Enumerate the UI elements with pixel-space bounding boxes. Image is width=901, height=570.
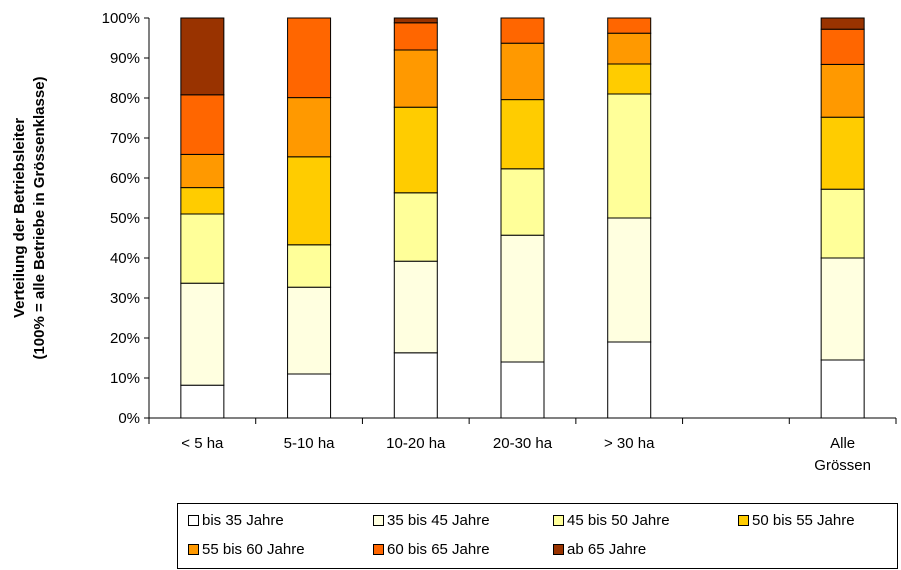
bar-segment <box>180 384 225 419</box>
legend-item: ab 65 Jahre <box>553 541 646 558</box>
x-tick-label: 5-10 ha <box>284 435 336 452</box>
bar-segment <box>500 168 545 236</box>
bar-segment <box>180 94 225 155</box>
legend-label: 60 bis 65 Jahre <box>387 541 490 558</box>
bar-segment <box>180 187 225 215</box>
legend-label: 50 bis 55 Jahre <box>752 512 855 529</box>
legend-label: 55 bis 60 Jahre <box>202 541 305 558</box>
legend-swatch <box>188 544 199 555</box>
bar-segment <box>287 156 332 246</box>
bar-segment <box>500 361 545 419</box>
bar-segment <box>393 352 438 419</box>
bar-segment <box>180 17 225 96</box>
bar-segment <box>820 28 865 65</box>
stacked-bar-chart: Verteilung der Betriebsleiter (100% = al… <box>11 10 897 474</box>
bar-segment <box>607 93 652 219</box>
legend: bis 35 Jahre 35 bis 45 Jahre 45 bis 50 Jah… <box>177 503 898 569</box>
bar-segment <box>393 106 438 194</box>
bar-segment <box>287 17 332 99</box>
legend-label: 35 bis 45 Jahre <box>387 512 490 529</box>
bar-segment <box>607 32 652 65</box>
y-axis-title: Verteilung der Betriebsleiter (100% = al… <box>11 76 48 359</box>
y-tick-label: 100% <box>102 10 140 27</box>
legend-item: 45 bis 50 Jahre <box>553 512 670 529</box>
legend-label: bis 35 Jahre <box>202 512 284 529</box>
x-tick-label: 20-30 ha <box>493 435 553 452</box>
bar-segment <box>180 213 225 284</box>
x-tick-label: > 30 ha <box>604 435 655 452</box>
legend-label: 45 bis 50 Jahre <box>567 512 670 529</box>
bar-segment <box>393 17 438 24</box>
bar-segment <box>287 286 332 375</box>
bar-segment <box>500 99 545 170</box>
y-tick-label: 60% <box>110 170 140 187</box>
legend-swatch <box>738 515 749 526</box>
bar-segment <box>607 63 652 95</box>
x-tick-label: Grössen <box>814 457 871 474</box>
legend-item: 35 bis 45 Jahre <box>373 512 490 529</box>
bar-segment <box>820 359 865 419</box>
bar-segment <box>607 17 652 34</box>
legend-item: 50 bis 55 Jahre <box>738 512 855 529</box>
legend-swatch <box>553 544 564 555</box>
bar-segment <box>500 234 545 363</box>
legend-item: bis 35 Jahre <box>188 512 284 529</box>
y-tick-label: 0% <box>118 410 140 427</box>
y-tick-label: 50% <box>110 210 140 227</box>
y-tick-label: 90% <box>110 50 140 67</box>
bar-segment <box>820 257 865 361</box>
legend-swatch <box>373 515 384 526</box>
bar-segment <box>820 188 865 259</box>
bar-segment <box>393 192 438 262</box>
bar-segment <box>500 42 545 101</box>
y-tick-label: 20% <box>110 330 140 347</box>
bar-segment <box>607 341 652 419</box>
y-tick-label: 80% <box>110 90 140 107</box>
bars <box>180 17 865 419</box>
y-tick-label: 30% <box>110 290 140 307</box>
bar-segment <box>180 282 225 386</box>
x-tick-label: < 5 ha <box>181 435 224 452</box>
y-axis-ticks: 0% 10% 20% 30% 40% 50% 60% 70% 80% 90% 100% <box>102 10 149 427</box>
legend-swatch <box>188 515 199 526</box>
bar-segment <box>393 260 438 354</box>
bar-segment <box>820 17 865 30</box>
bar-segment <box>287 244 332 288</box>
bar-segment <box>287 97 332 158</box>
bar-segment <box>393 49 438 108</box>
legend-item: 60 bis 65 Jahre <box>373 541 490 558</box>
y-tick-label: 10% <box>110 370 140 387</box>
y-tick-label: 40% <box>110 250 140 267</box>
bar-segment <box>287 373 332 419</box>
bar-segment <box>180 153 225 189</box>
axes <box>148 18 897 424</box>
legend-swatch <box>553 515 564 526</box>
x-tick-label: 10-20 ha <box>386 435 446 452</box>
bar-segment <box>500 17 545 44</box>
y-tick-label: 70% <box>110 130 140 147</box>
bar-segment <box>820 63 865 118</box>
y-axis-title-line2: (100% = alle Betriebe in Grössenklasse) <box>31 76 48 359</box>
legend-label: ab 65 Jahre <box>567 541 647 558</box>
x-tick-label: Alle <box>830 435 855 452</box>
bar-segment <box>820 116 865 190</box>
x-axis-labels: < 5 ha 5-10 ha 10-20 ha 20-30 ha > 30 ha Alle… <box>181 435 871 474</box>
legend-swatch <box>373 544 384 555</box>
bar-segment <box>393 22 438 51</box>
y-axis-title-line1: Verteilung der Betriebsleiter <box>11 118 28 318</box>
legend-item: 55 bis 60 Jahre <box>188 541 305 558</box>
bar-segment <box>607 217 652 343</box>
